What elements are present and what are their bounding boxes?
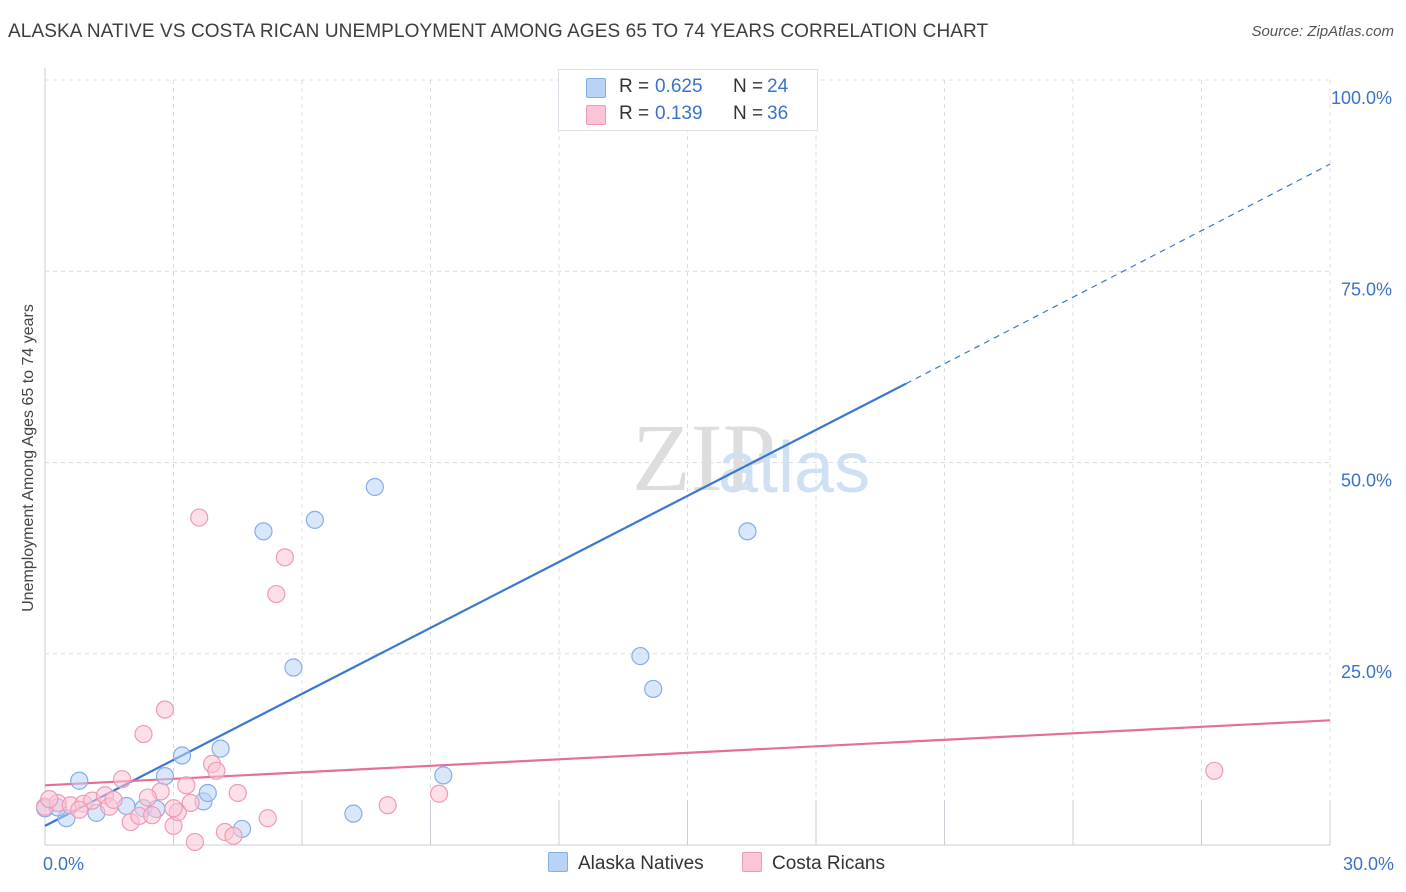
axes bbox=[44, 68, 1331, 846]
costa-rica-trend-line bbox=[44, 719, 1331, 787]
y-tick-label: 50.0% bbox=[1341, 471, 1392, 491]
source-label: Source: ZipAtlas.com bbox=[1251, 23, 1394, 40]
alaska-trend-extension bbox=[905, 163, 1331, 385]
alaska-point bbox=[198, 783, 217, 803]
watermark-zip: ZIP bbox=[632, 404, 776, 511]
costa-rica-point bbox=[275, 548, 294, 567]
n-label: N = bbox=[733, 76, 764, 97]
legend-item-costa-rica: Costa Ricans bbox=[742, 852, 885, 875]
legend-label-costa-rica: Costa Ricans bbox=[772, 853, 885, 874]
costa-rica-point bbox=[267, 584, 286, 604]
costa-rica-point bbox=[224, 826, 243, 845]
tick-labels: 25.0% 50.0% 75.0% 100.0% 0.0% 30.0% bbox=[43, 88, 1394, 874]
costa-rica-point bbox=[112, 770, 132, 789]
costa-rica-point bbox=[70, 800, 89, 819]
alaska-point bbox=[738, 522, 757, 541]
alaska-point bbox=[631, 646, 650, 666]
costa-rica-point bbox=[185, 832, 205, 852]
costa-rica-point bbox=[1205, 761, 1224, 780]
costa-rica-point bbox=[258, 809, 277, 828]
legend-swatch-costa-rica bbox=[742, 852, 762, 872]
r-label: R = bbox=[619, 76, 650, 97]
alaska-point bbox=[284, 658, 303, 677]
costa-rica-point bbox=[138, 788, 157, 807]
alaska-point bbox=[172, 746, 192, 765]
costa-rica-point bbox=[207, 761, 226, 780]
costa-rica-point bbox=[104, 790, 123, 809]
data-points bbox=[35, 71, 1224, 852]
r-value-costa-rica: 0.139 bbox=[655, 103, 703, 124]
legend-stats: R = 0.625 N = 24 R = 0.139 N = 36 bbox=[558, 69, 818, 131]
legend-swatch-alaska bbox=[548, 852, 568, 872]
alaska-point bbox=[254, 522, 273, 541]
costa-rica-point bbox=[177, 776, 196, 795]
x-tick-label: 30.0% bbox=[1343, 854, 1394, 874]
r-value-alaska: 0.625 bbox=[655, 76, 703, 97]
n-value-costa-rica: 36 bbox=[767, 103, 789, 124]
costa-rica-point bbox=[134, 724, 153, 744]
alaska-point bbox=[365, 477, 384, 497]
alaska-point bbox=[434, 766, 453, 785]
n-label: N = bbox=[733, 103, 764, 124]
y-tick-label: 25.0% bbox=[1341, 662, 1392, 682]
costa-rica-point bbox=[378, 796, 397, 815]
y-axis-label: Unemployment Among Ages 65 to 74 years bbox=[20, 304, 37, 612]
legend-swatch-alaska bbox=[586, 78, 606, 98]
alaska-point bbox=[305, 510, 324, 529]
costa-rica-point bbox=[164, 799, 183, 818]
costa-rica-point bbox=[429, 784, 449, 803]
chart-title: ALASKA NATIVE VS COSTA RICAN UNEMPLOYMEN… bbox=[8, 21, 989, 42]
n-value-alaska: 24 bbox=[767, 76, 789, 97]
costa-rica-point bbox=[155, 700, 175, 719]
alaska-point bbox=[211, 739, 230, 758]
costa-rica-point bbox=[40, 789, 59, 809]
y-tick-label: 100.0% bbox=[1331, 88, 1392, 108]
alaska-point bbox=[155, 767, 175, 786]
alaska-point bbox=[70, 771, 89, 790]
legend-label-alaska: Alaska Natives bbox=[578, 853, 704, 874]
alaska-point bbox=[644, 679, 663, 699]
alaska-point bbox=[344, 804, 363, 823]
costa-rica-point bbox=[142, 806, 162, 825]
y-tick-label: 75.0% bbox=[1341, 279, 1392, 299]
costa-rica-point bbox=[181, 793, 200, 813]
legend-item-alaska: Alaska Natives bbox=[548, 852, 704, 875]
r-label: R = bbox=[619, 103, 650, 124]
x-tick-label: 0.0% bbox=[43, 854, 84, 874]
trend-lines bbox=[44, 163, 1331, 827]
costa-rica-point bbox=[228, 783, 247, 803]
legend-swatch-costa-rica bbox=[586, 105, 606, 125]
costa-rica-point bbox=[190, 508, 209, 527]
